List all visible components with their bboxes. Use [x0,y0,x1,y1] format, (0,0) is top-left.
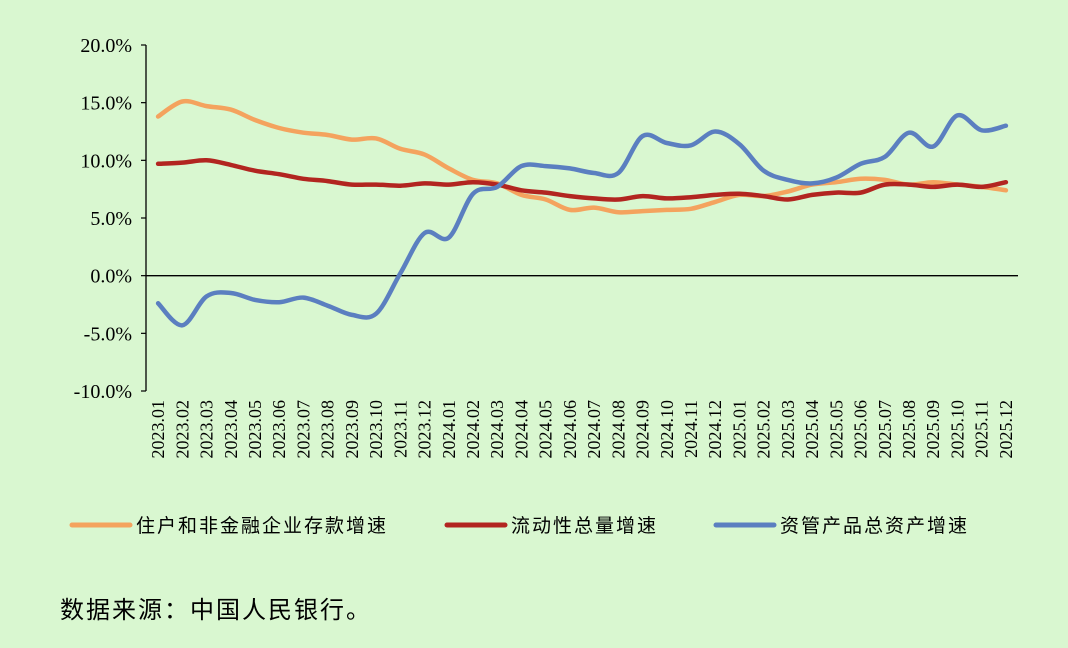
x-tick-label: 2025.08 [899,400,919,459]
series-line-2 [155,158,1009,202]
source-note: 数据来源：中国人民银行。 [60,596,372,624]
legend-label-3: 资管产品总资产增速 [780,515,969,537]
x-tick-label: 2024.05 [536,400,556,459]
x-tick-label: 2023.12 [415,400,435,459]
x-tick-label: 2023.10 [366,400,386,459]
x-tick-label: 2025.05 [826,400,846,459]
x-tick-label: 2023.04 [221,400,241,459]
series-lines [155,98,1009,328]
x-tick-label: 2023.09 [342,400,362,459]
line-chart: 20.0% 15.0% 10.0% 5.0% 0.0% -5.0% -10.0% 2023.… [69,35,1018,537]
x-tick-label: 2024.11 [681,400,701,458]
x-tick-label: 2025.10 [947,400,967,459]
x-tick-label: 2025.11 [972,400,992,458]
x-tick-label: 2025.07 [875,400,895,459]
x-tick-label: 2023.01 [148,400,168,459]
x-tick-label: 2024.10 [657,400,677,459]
x-tick-label: 2023.05 [245,400,265,459]
x-tick-label: 2024.06 [560,400,580,459]
x-tick-label: 2025.02 [754,400,774,459]
y-tick-label: 5.0% [90,208,132,230]
x-tick-label: 2023.08 [318,400,338,459]
y-axis: 20.0% 15.0% 10.0% 5.0% 0.0% -5.0% -10.0% [74,35,147,403]
legend-label-2: 流动性总量增速 [511,515,658,537]
x-tick-label: 2024.12 [705,400,725,459]
x-tick-label: 2025.12 [996,400,1016,459]
x-tick-label: 2024.07 [584,400,604,459]
series-line-3 [155,112,1009,328]
x-tick-label: 2025.04 [802,400,822,459]
x-tick-label: 2023.02 [172,400,192,459]
x-tick-label: 2025.06 [851,400,871,459]
y-tick-label: 15.0% [80,93,132,115]
x-tick-label: 2023.06 [269,400,289,459]
y-tick-label: 10.0% [80,150,132,172]
x-axis: 2023.01 2023.02 2023.03 2023.04 2023.05 2023.… [146,275,1018,459]
x-tick-label: 2024.04 [511,400,531,459]
series-line-1 [155,98,1009,215]
x-tick-label: 2023.11 [390,400,410,458]
x-tick-label: 2025.09 [923,400,943,459]
y-tick-label: -10.0% [74,381,132,403]
y-tick-label: -5.0% [84,323,132,345]
x-tick-label: 2024.09 [633,400,653,459]
x-tick-label: 2024.02 [463,400,483,459]
x-tick-label: 2024.08 [608,400,628,459]
x-tick-label: 2024.01 [439,400,459,459]
legend-label-1: 住户和非金融企业存款增速 [136,515,388,537]
x-tick-label: 2025.01 [729,400,749,459]
y-tick-label: 0.0% [90,266,132,288]
y-tick-label: 20.0% [80,35,132,57]
x-tick-label: 2023.03 [197,400,217,459]
x-tick-label: 2025.03 [778,400,798,459]
legend: 住户和非金融企业存款增速 流动性总量增速 资管产品总资产增速 [69,515,969,537]
x-tick-label: 2024.03 [487,400,507,459]
x-tick-label: 2023.07 [293,400,313,459]
